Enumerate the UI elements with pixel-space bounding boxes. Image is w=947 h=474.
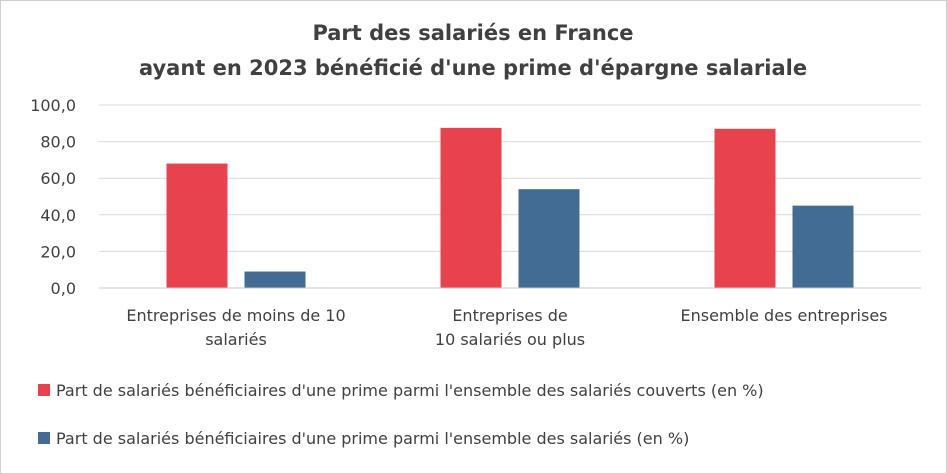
legend-swatch: [38, 384, 50, 396]
y-tick-label: 80,0: [40, 133, 76, 152]
y-tick-label: 60,0: [40, 169, 76, 188]
bar-series-2-cat-1: [244, 271, 306, 288]
bar-series-1-cat-2: [440, 127, 502, 288]
x-category-label: salariés: [205, 330, 267, 349]
bar-series-1-cat-1: [166, 163, 228, 288]
y-tick-label: 40,0: [40, 206, 76, 225]
legend-label: Part de salariés bénéficiaires d'une pri…: [56, 429, 689, 448]
x-category-label: Entreprises de: [452, 306, 567, 325]
legend: Part de salariés bénéficiaires d'une pri…: [38, 381, 764, 448]
y-tick-label: 100,0: [30, 96, 76, 115]
y-tick-label: 20,0: [40, 242, 76, 261]
legend-swatch: [38, 432, 50, 444]
bar-series-1-cat-3: [714, 128, 776, 288]
x-axis-categories: Entreprises de moins de 10 salariés Entrep…: [126, 306, 887, 349]
bar-series-2-cat-2: [518, 189, 580, 288]
legend-label: Part de salariés bénéficiaires d'une pri…: [56, 381, 764, 400]
x-category-label: 10 salariés ou plus: [435, 330, 585, 349]
y-axis-ticks: 0,0 20,0 40,0 60,0 80,0 100,0: [30, 96, 76, 298]
x-category-label: Ensemble des entreprises: [681, 306, 888, 325]
chart-title-line-1: Part des salariés en France: [312, 21, 633, 45]
gridlines: [99, 104, 921, 252]
bar-series-2-cat-3: [792, 205, 854, 288]
y-tick-label: 0,0: [51, 279, 76, 298]
bars: [166, 127, 854, 288]
chart-title-line-2: ayant en 2023 bénéficié d'une prime d'ép…: [139, 56, 807, 80]
x-category-label: Entreprises de moins de 10: [126, 306, 345, 325]
